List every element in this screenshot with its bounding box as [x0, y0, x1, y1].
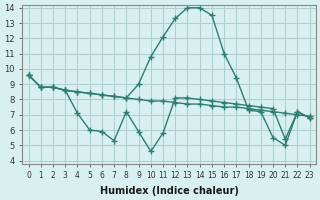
X-axis label: Humidex (Indice chaleur): Humidex (Indice chaleur) — [100, 186, 239, 196]
